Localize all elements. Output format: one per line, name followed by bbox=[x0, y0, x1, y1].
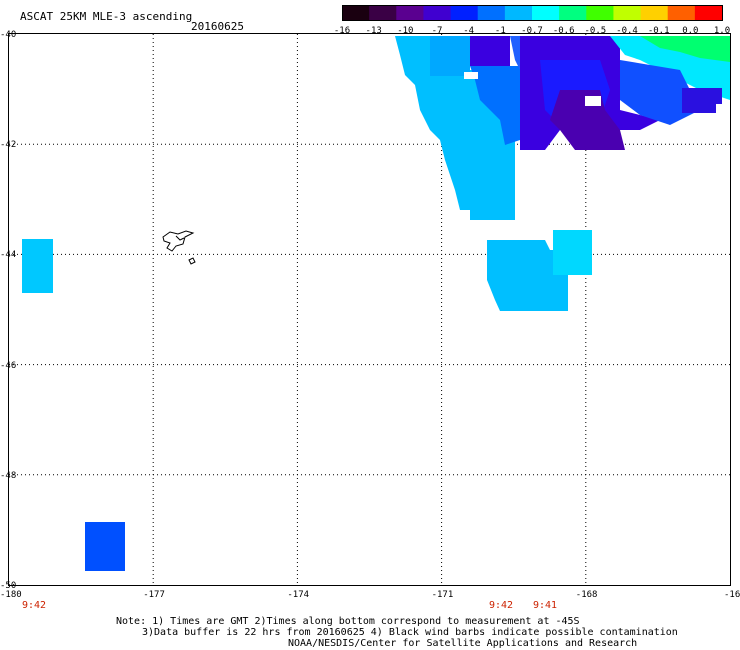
swath-cell-green bbox=[640, 36, 730, 62]
swath-cell-cyan bbox=[553, 230, 592, 275]
swath-cell-white-gap bbox=[716, 104, 730, 116]
colorbar-swatch bbox=[640, 5, 669, 21]
colorbar-tick-label: -0.5 bbox=[584, 26, 607, 36]
map-frame bbox=[8, 33, 731, 586]
colorbar-swatch bbox=[694, 5, 723, 21]
latitude-label: -48 bbox=[0, 470, 17, 481]
colorbar-frame bbox=[342, 5, 723, 21]
colorbar-swatch bbox=[477, 5, 506, 21]
time-label-right: 9:41 bbox=[533, 600, 558, 611]
swath-cell-white-gap bbox=[585, 96, 601, 106]
colorbar-tick-label: -4 bbox=[463, 26, 475, 36]
swath-cell-deep-blue bbox=[470, 36, 510, 66]
longitude-label: -174 bbox=[287, 590, 310, 600]
swath-cell-blue bbox=[85, 522, 125, 571]
colorbar-swatch bbox=[450, 5, 479, 21]
note-line-2: 3)Data buffer is 22 hrs from 20160625 4)… bbox=[142, 627, 678, 638]
note-line-1: Note: 1) Times are GMT 2)Times along bot… bbox=[116, 616, 580, 627]
swath-cell-medium-blue bbox=[430, 36, 470, 76]
latitude-label: -42 bbox=[0, 140, 17, 151]
note-line-3: NOAA/NESDIS/Center for Satellite Applica… bbox=[288, 638, 638, 649]
colorbar-tick-label: -16 bbox=[333, 26, 351, 36]
colorbar-tick-label: 1.0 bbox=[713, 26, 731, 36]
colorbar-swatch bbox=[396, 5, 424, 21]
latitude-label: -46 bbox=[0, 360, 17, 371]
wind-data-swath bbox=[22, 36, 730, 571]
swath-cell-purple bbox=[550, 90, 625, 150]
longitude-label: -171 bbox=[431, 590, 454, 600]
chart-title: ASCAT 25KM MLE-3 ascending bbox=[20, 10, 193, 23]
colorbar-tick-label: -0.1 bbox=[647, 26, 670, 36]
colorbar-swatch bbox=[423, 5, 452, 21]
colorbar-tick-label: -0.7 bbox=[521, 26, 543, 36]
swath-cell-light-blue bbox=[487, 240, 568, 311]
colorbar-swatch bbox=[504, 5, 533, 21]
latitude-label: -40 bbox=[0, 30, 17, 40]
colorbar-tick-label: -7 bbox=[431, 26, 443, 36]
swath-cell-light-blue bbox=[22, 239, 53, 293]
colorbar-tick-label: -1 bbox=[494, 26, 506, 36]
swath-cell-blue bbox=[620, 60, 700, 125]
time-label-left: 9:42 bbox=[22, 600, 47, 611]
colorbar-swatch bbox=[342, 5, 370, 21]
swath-cell-white-gap bbox=[464, 72, 478, 79]
swath-cell-indigo bbox=[682, 88, 722, 113]
chatham-island-outline bbox=[162, 230, 196, 265]
colorbar-swatch bbox=[667, 5, 696, 21]
longitude-label: -168 bbox=[575, 590, 598, 600]
colorbar-tick-label: -0.4 bbox=[616, 26, 638, 36]
colorbar-tick-label: -13 bbox=[365, 26, 382, 36]
colorbar-swatch bbox=[532, 5, 560, 21]
colorbar-swatch bbox=[369, 5, 397, 21]
colorbar-tick-label: 0.0 bbox=[682, 26, 699, 36]
colorbar-tick-label: -0.6 bbox=[552, 26, 575, 36]
colorbar bbox=[342, 5, 723, 21]
longitude-label: -177 bbox=[143, 590, 165, 600]
latitude-label: -50 bbox=[0, 581, 17, 591]
colorbar-tick-label: -10 bbox=[397, 26, 414, 36]
longitude-label: -16 bbox=[724, 590, 740, 600]
time-label-mid: 9:42 bbox=[489, 600, 514, 611]
latitude-label: -44 bbox=[0, 250, 17, 261]
colorbar-swatch bbox=[613, 5, 642, 21]
colorbar-swatch bbox=[586, 5, 614, 21]
longitude-label: -180 bbox=[0, 590, 22, 600]
colorbar-swatch bbox=[559, 5, 587, 21]
chart-date: 20160625 bbox=[191, 20, 244, 33]
swath-cell-blue bbox=[470, 66, 520, 145]
